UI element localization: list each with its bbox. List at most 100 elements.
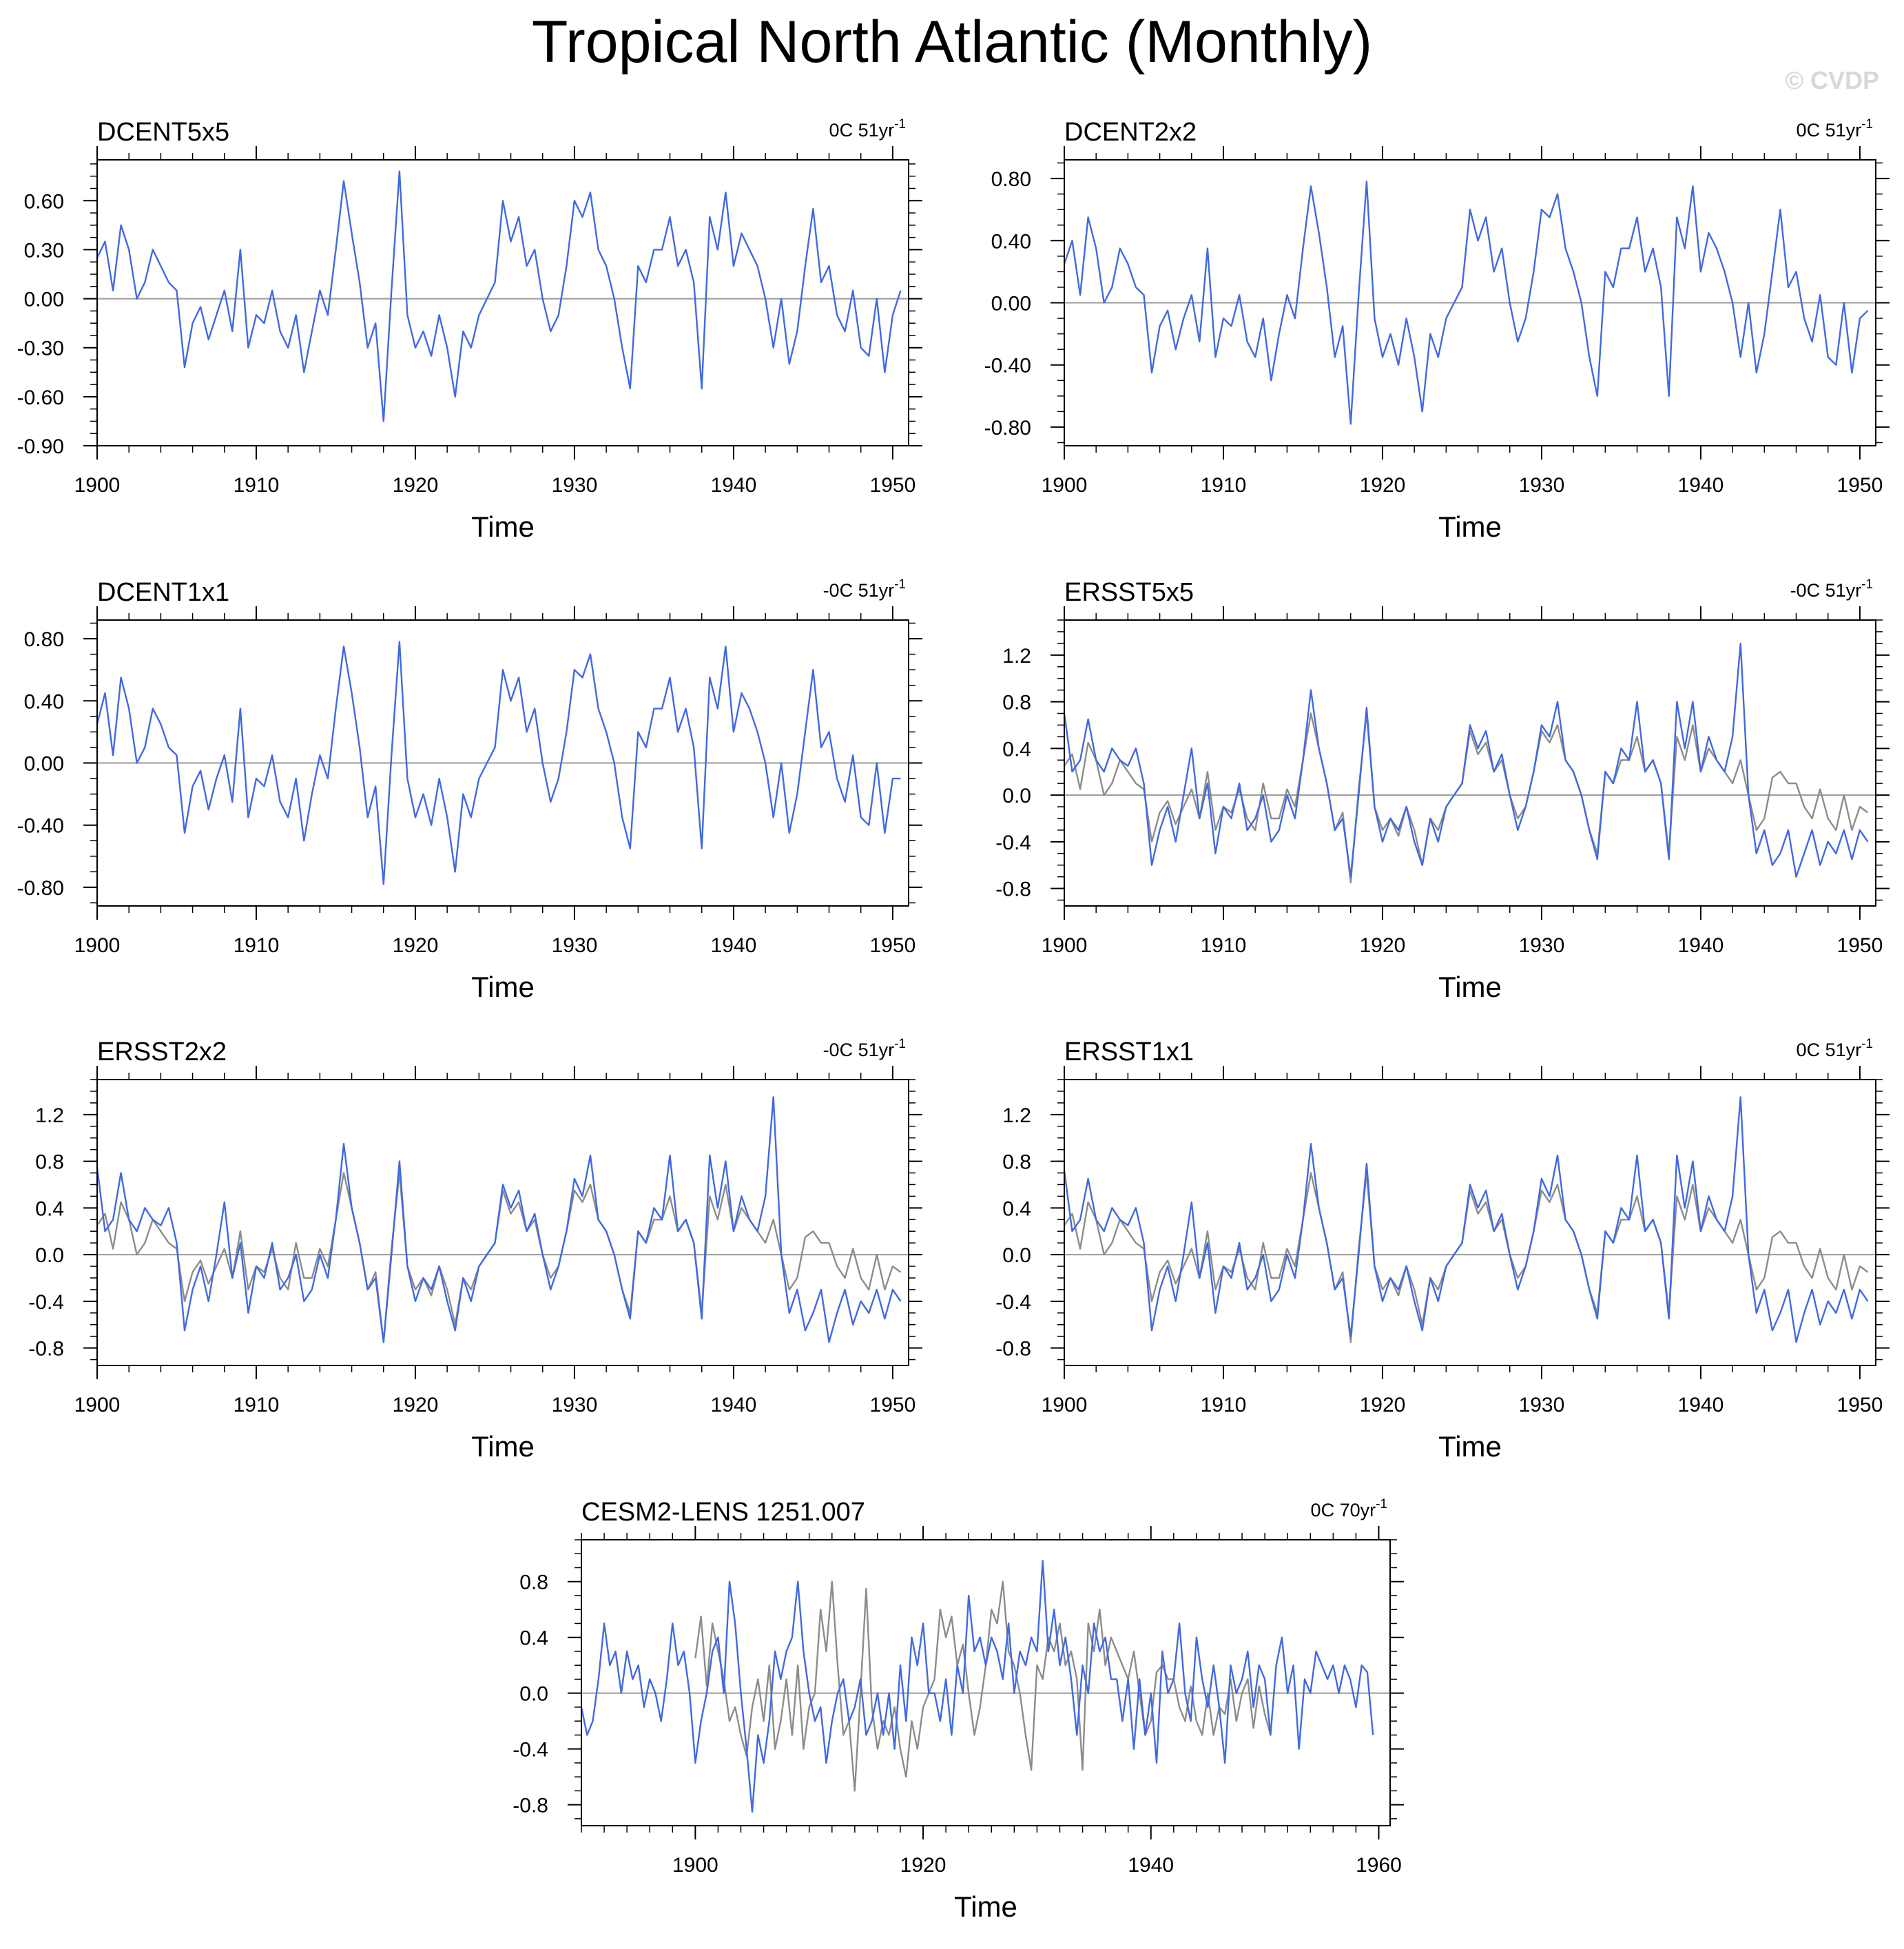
y-tick-label: 0.0 <box>519 1683 548 1706</box>
x-tick-label: 1940 <box>711 474 757 497</box>
x-tick-label: 1940 <box>1128 1854 1174 1877</box>
trend-label: 0C 70yr-1 <box>1311 1497 1387 1520</box>
trend-label: 0C 51yr-1 <box>1797 1037 1873 1060</box>
trend-label: -0C 51yr-1 <box>823 1037 906 1060</box>
x-tick-label: 1920 <box>393 1394 439 1416</box>
plot-frame <box>1064 619 1876 907</box>
series-line <box>1064 1096 1869 1343</box>
x-tick-label: 1910 <box>234 934 280 957</box>
y-tick-label: -0.8 <box>995 878 1031 901</box>
x-tick-label: 1900 <box>74 1394 121 1416</box>
x-tick-label: 1950 <box>1837 474 1883 497</box>
y-tick-label: -0.4 <box>995 1291 1031 1314</box>
x-tick-label: 1920 <box>393 934 439 957</box>
x-tick-label: 1910 <box>234 1394 280 1416</box>
x-tick-label: 1930 <box>1519 934 1565 957</box>
x-tick-label: 1940 <box>1678 934 1724 957</box>
y-tick-label: -0.4 <box>28 1291 64 1314</box>
y-tick-label: 0.0 <box>1002 785 1031 807</box>
y-tick-label: 0.80 <box>24 628 64 651</box>
series-line <box>97 1096 902 1343</box>
y-tick-label: -0.90 <box>17 435 64 458</box>
panel-3: DCENT1x1 -0C 51yr-1 1900 1910 1920 1930 1940 19… <box>17 577 922 1003</box>
plot-frame <box>96 1079 909 1366</box>
panel-1: DCENT5x5 0C 51yr-1 1900 1910 1920 1930 1940 195… <box>17 117 922 543</box>
x-tick-label: 1960 <box>1356 1854 1402 1877</box>
y-tick-label: 1.2 <box>35 1104 64 1127</box>
panel-title: DCENT1x1 <box>97 578 229 607</box>
y-tick-label: 0.80 <box>991 168 1031 191</box>
y-tick-label: 0.8 <box>1002 692 1031 714</box>
x-tick-label: 1900 <box>74 474 121 497</box>
plot-frame <box>1064 1079 1876 1366</box>
x-tick-label: 1910 <box>234 474 280 497</box>
x-tick-label: 1910 <box>1201 934 1247 957</box>
x-tick-label: 1920 <box>1360 1394 1406 1416</box>
trend-label: -0C 51yr-1 <box>1790 577 1873 601</box>
x-tick-label: 1900 <box>672 1854 718 1877</box>
y-tick-label: 0.40 <box>24 690 64 713</box>
x-tick-label: 1950 <box>1837 934 1883 957</box>
y-tick-label: -0.80 <box>17 877 64 900</box>
x-tick-label: 1910 <box>1201 474 1247 497</box>
x-tick-label: 1930 <box>1519 474 1565 497</box>
trend-label: -0C 51yr-1 <box>823 577 906 601</box>
cvdp-watermark: © CVDP <box>1785 66 1879 94</box>
x-tick-label: 1920 <box>1360 474 1406 497</box>
x-tick-label: 1920 <box>393 474 439 497</box>
y-tick-label: 0.60 <box>24 190 64 213</box>
x-tick-label: 1920 <box>900 1854 946 1877</box>
y-tick-label: -0.8 <box>995 1338 1031 1361</box>
y-tick-label: -0.80 <box>984 417 1031 440</box>
series-line <box>1064 1172 1869 1343</box>
x-tick-label: 1910 <box>1201 1394 1247 1416</box>
panel-6: ERSST1x1 0C 51yr-1 1900 1910 1920 1930 1940 195… <box>995 1037 1890 1463</box>
series-line <box>581 1560 1374 1813</box>
series-line <box>694 1580 1272 1792</box>
x-tick-label: 1930 <box>552 1394 598 1416</box>
y-tick-label: -0.40 <box>984 355 1031 378</box>
x-tick-label: 1930 <box>1519 1394 1565 1416</box>
y-tick-label: -0.30 <box>17 338 64 360</box>
series-line <box>1064 181 1869 425</box>
plot-frame <box>581 1539 1391 1826</box>
panel-title: DCENT5x5 <box>97 118 229 147</box>
y-tick-label: 0.00 <box>24 753 64 776</box>
figure-title: Tropical North Atlantic (Monthly) <box>531 9 1373 75</box>
y-tick-label: 0.4 <box>519 1627 548 1650</box>
plot-frame <box>96 159 909 446</box>
panel-4: ERSST5x5 -0C 51yr-1 1900 1910 1920 1930 1940 19… <box>995 577 1890 1003</box>
x-tick-label: 1950 <box>870 1394 916 1416</box>
x-tick-label: 1940 <box>711 1394 757 1416</box>
y-tick-label: 0.0 <box>35 1244 64 1267</box>
x-tick-label: 1950 <box>1837 1394 1883 1416</box>
y-tick-label: 0.4 <box>35 1197 64 1220</box>
x-axis-label: Time <box>471 971 535 1003</box>
y-tick-label: 0.8 <box>35 1151 64 1174</box>
x-axis-label: Time <box>1438 511 1502 543</box>
panel-title: ERSST5x5 <box>1064 578 1194 607</box>
trend-label: 0C 51yr-1 <box>829 117 906 141</box>
y-tick-label: 0.0 <box>1002 1244 1031 1267</box>
panel-title: ERSST2x2 <box>97 1038 227 1066</box>
y-tick-label: 1.2 <box>1002 1104 1031 1127</box>
series-line <box>97 170 902 422</box>
x-tick-label: 1900 <box>1042 474 1088 497</box>
y-tick-label: 0.4 <box>1002 1197 1031 1220</box>
x-tick-label: 1930 <box>552 474 598 497</box>
panel-5: ERSST2x2 -0C 51yr-1 1900 1910 1920 1930 1940 19… <box>28 1037 922 1463</box>
trend-label: 0C 51yr-1 <box>1797 117 1873 141</box>
series-line <box>1064 712 1869 884</box>
x-tick-label: 1950 <box>870 934 916 957</box>
x-tick-label: 1900 <box>74 934 121 957</box>
x-tick-label: 1900 <box>1042 934 1088 957</box>
y-tick-label: -0.8 <box>513 1795 548 1817</box>
x-tick-label: 1930 <box>552 934 598 957</box>
x-tick-label: 1920 <box>1360 934 1406 957</box>
x-tick-label: 1940 <box>1678 1394 1724 1416</box>
y-tick-label: -0.8 <box>28 1338 64 1361</box>
y-tick-label: -0.4 <box>995 832 1031 854</box>
y-tick-label: 0.00 <box>24 289 64 311</box>
panel-2: DCENT2x2 0C 51yr-1 1900 1910 1920 1930 1940 195… <box>984 117 1890 543</box>
x-tick-label: 1950 <box>870 474 916 497</box>
